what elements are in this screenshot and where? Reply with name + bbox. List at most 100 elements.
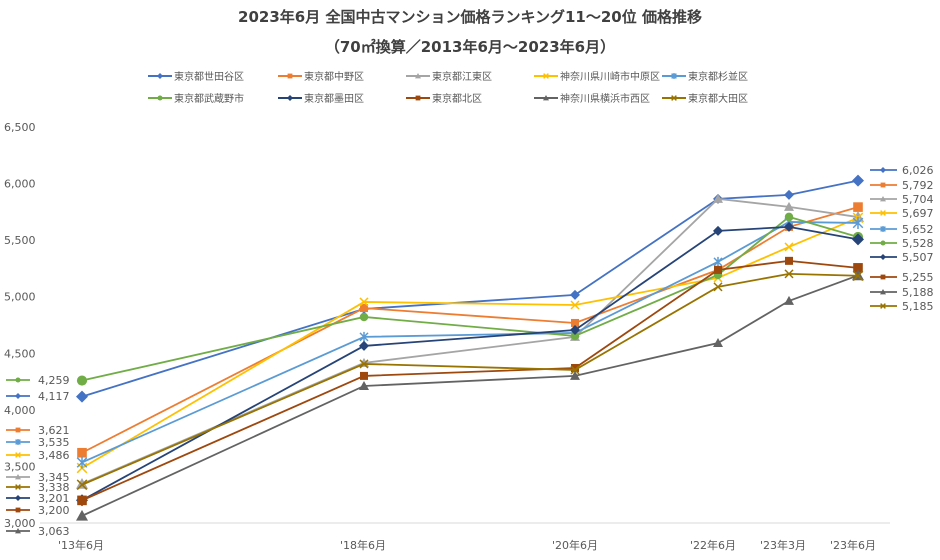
label-key-marker [15, 427, 21, 433]
label-key-marker [880, 167, 886, 173]
circle-marker [15, 377, 21, 383]
data-point [570, 365, 580, 375]
label-key-marker [15, 484, 21, 490]
data-point [570, 370, 580, 380]
label-key-marker [15, 474, 21, 480]
square-marker [571, 318, 579, 327]
legend-key [534, 94, 558, 100]
square-marker [77, 495, 87, 506]
circle-marker [76, 375, 88, 386]
triangle-marker [76, 477, 88, 489]
x-marker [784, 242, 794, 252]
data-point [359, 340, 369, 351]
circle-marker [784, 212, 794, 222]
legend-label: 東京都武蔵野市 [174, 94, 244, 105]
legend-label: 東京都世田谷区 [174, 72, 244, 83]
label-key-marker [15, 495, 21, 501]
legend-label: 東京都江東区 [432, 72, 492, 83]
x-marker [880, 226, 886, 232]
legend-key [406, 95, 430, 100]
legend-item: 東京都江東区 [406, 68, 492, 83]
square-marker [714, 265, 722, 274]
diamond-marker [852, 174, 864, 187]
data-point [852, 270, 864, 282]
triangle-marker [784, 201, 794, 211]
legend-item: 東京都中野区 [278, 68, 364, 83]
data-point [784, 189, 794, 200]
data-point [570, 300, 580, 310]
diamond-marker [852, 233, 864, 246]
end-value-label: 5,507 [902, 251, 934, 264]
series-7: 3,200 5,255 [6, 256, 934, 517]
data-point [784, 201, 794, 211]
diamond-marker [784, 189, 794, 200]
start-value-label: 3,063 [38, 525, 70, 538]
end-value-label: 5,652 [902, 223, 934, 236]
x-marker [784, 269, 794, 279]
triangle-marker [880, 289, 886, 295]
x-marker [852, 270, 864, 282]
x-marker [570, 300, 580, 310]
legend-item: 東京都墨田区 [278, 90, 364, 105]
data-point [713, 193, 723, 203]
data-point [359, 297, 369, 307]
start-value-label: 3,535 [38, 436, 70, 449]
legend-key-marker [287, 94, 293, 101]
triangle-marker [415, 72, 421, 78]
series-line [81, 217, 859, 469]
legend-key-marker [415, 72, 421, 78]
start-value-label: 3,201 [38, 492, 70, 505]
end-value-label: 5,185 [902, 300, 934, 313]
y-tick-label: 6,000 [4, 178, 36, 191]
triangle-marker [713, 337, 723, 347]
x-marker [713, 282, 723, 292]
data-point [571, 363, 579, 372]
square-marker [415, 95, 421, 100]
legend-key [534, 72, 558, 79]
data-point [784, 269, 794, 279]
diamond-marker [570, 289, 580, 300]
series-2: 3,345 5,704 [6, 193, 934, 489]
legend-label: 東京都中野区 [304, 72, 364, 83]
legend-key-marker [287, 73, 293, 78]
x-marker [671, 72, 677, 79]
series-line [81, 272, 859, 486]
diamond-marker [713, 225, 723, 236]
data-point [784, 242, 794, 252]
legend-label: 東京都北区 [432, 94, 482, 105]
data-point [360, 371, 368, 380]
end-value-label: 5,704 [902, 193, 934, 206]
label-key-marker [880, 289, 886, 295]
triangle-marker [880, 196, 886, 202]
series-9: 3,338 5,185 [6, 269, 934, 494]
label-key-marker [880, 226, 886, 232]
legend-label: 神奈川県横浜市西区 [560, 94, 650, 105]
x-tick-label: '23年3月 [760, 538, 806, 552]
diamond-marker [76, 390, 88, 403]
square-marker [853, 263, 863, 273]
start-value-label: 3,200 [38, 504, 70, 517]
start-value-label: 3,486 [38, 449, 70, 462]
legend-item: 東京都大田区 [662, 90, 748, 105]
y-tick-label: 5,000 [4, 291, 36, 304]
series-line [81, 197, 859, 485]
series-6: 3,201 5,507 [6, 221, 934, 507]
legend-label: 東京都杉並区 [688, 72, 748, 83]
y-tick-label: 4,500 [4, 347, 36, 360]
data-point [713, 282, 723, 292]
legend-key-marker [415, 95, 421, 100]
start-value-label: 4,259 [38, 374, 70, 387]
diamond-marker [359, 340, 369, 351]
label-key-marker [880, 210, 886, 216]
start-value-label: 4,117 [38, 390, 70, 403]
legend-key [278, 94, 302, 101]
data-point [784, 212, 794, 222]
data-point [713, 256, 723, 267]
legend-key [278, 73, 302, 78]
square-marker [287, 73, 293, 78]
x-tick-label: '13年6月 [58, 538, 104, 552]
x-marker [543, 72, 549, 79]
legend-key-marker [543, 72, 549, 79]
data-point [570, 289, 580, 300]
